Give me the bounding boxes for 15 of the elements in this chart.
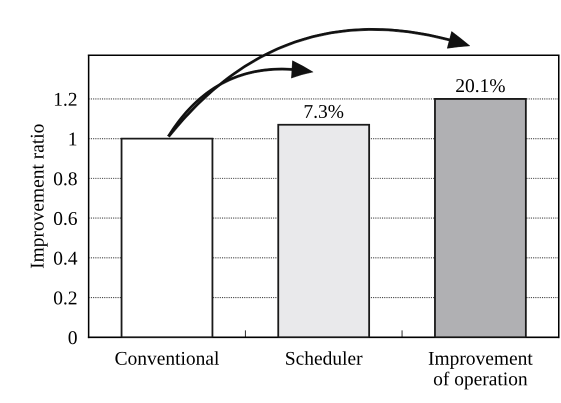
bar xyxy=(277,124,370,338)
x-tick-label: Scheduler xyxy=(286,351,362,365)
y-tick-label: 0 xyxy=(68,331,77,344)
annotation: 20.1% xyxy=(456,79,505,92)
y-tick-label: 1 xyxy=(70,132,76,146)
bar xyxy=(434,98,527,338)
y-tick-label: 0.8 xyxy=(54,172,77,186)
y-tick-label: 1.2 xyxy=(54,92,76,106)
y-tick-label: 0.6 xyxy=(54,212,77,226)
y-tick-label: 0.2 xyxy=(54,291,76,305)
y-tick-label: 0.4 xyxy=(54,252,78,265)
x-tick-label: Improvement of operation xyxy=(428,352,533,390)
x-tick-label: Conventional xyxy=(115,351,219,365)
y-axis-title: Improvement ratio xyxy=(30,124,48,268)
annotation: 7.3% xyxy=(304,104,344,118)
